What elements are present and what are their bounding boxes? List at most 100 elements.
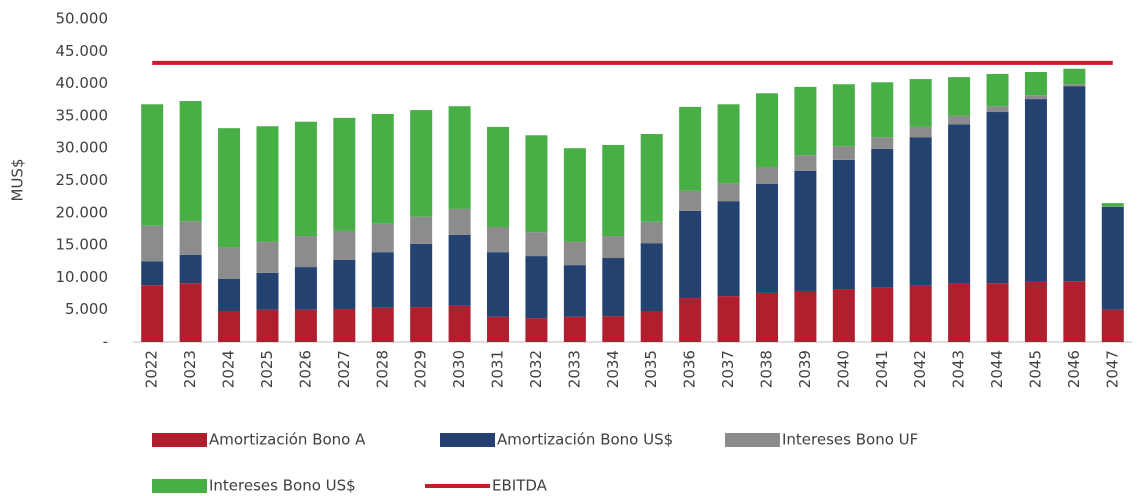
bar-segment [294, 121, 317, 237]
bar-segment [525, 232, 548, 257]
bar-segment [256, 272, 279, 310]
bar-segment [218, 310, 241, 342]
bar-segment [871, 137, 894, 149]
bar-segment [832, 146, 855, 160]
x-tick-label: 2037 [719, 350, 737, 388]
x-tick-label: 2028 [373, 350, 391, 388]
bar-segment [448, 234, 471, 306]
bar-segment [948, 124, 971, 284]
bar-segment [410, 243, 433, 308]
bar-segment [948, 283, 971, 342]
bar-segment [1063, 84, 1086, 87]
bar-segment [1101, 309, 1124, 342]
y-tick-label: 25.000 [56, 171, 109, 189]
bar-segment [410, 110, 433, 217]
x-tick-label: 2041 [873, 350, 891, 388]
bar-segment [371, 223, 394, 253]
bar-segment [755, 292, 778, 342]
x-tick-label: 2031 [489, 350, 507, 388]
bar-segment [333, 230, 356, 260]
y-tick-label: 15.000 [56, 236, 109, 254]
x-tick-label: 2027 [335, 350, 353, 388]
bar-segment [1024, 99, 1047, 282]
bar-segment [294, 309, 317, 342]
bar-segment [794, 155, 817, 171]
bar-segment [679, 210, 702, 299]
bar-segment [218, 278, 241, 311]
bar-segment [986, 283, 1009, 342]
x-tick-label: 2046 [1065, 350, 1083, 388]
bar-segment [256, 241, 279, 273]
bar-segment [986, 106, 1009, 113]
bar-segment [487, 252, 510, 317]
bar-segment [602, 144, 625, 237]
y-tick-label: 10.000 [56, 268, 109, 286]
x-tick-label: 2029 [412, 350, 430, 388]
bar-segment [294, 236, 317, 268]
bar-segment [218, 128, 241, 248]
y-tick-label: - [103, 333, 108, 351]
y-tick-label: 5.000 [65, 300, 108, 318]
y-tick-label: 40.000 [56, 74, 109, 92]
x-tick-label: 2024 [220, 350, 238, 388]
bar-segment [371, 252, 394, 308]
bar-segment [525, 135, 548, 233]
bar-segment [794, 170, 817, 291]
bar-segment [755, 93, 778, 167]
bar-segment [141, 225, 164, 262]
bar-segment [1101, 206, 1124, 207]
bar-segment [179, 283, 202, 342]
x-tick-label: 2045 [1026, 350, 1044, 388]
bar-segment [371, 307, 394, 342]
bar-segment [679, 190, 702, 211]
legend-label: Amortización Bono US$ [497, 431, 673, 449]
legend-swatch [152, 479, 207, 493]
bar-segment [755, 183, 778, 293]
bar-segment [602, 236, 625, 259]
x-tick-label: 2035 [642, 350, 660, 388]
bar-segment [448, 305, 471, 342]
legend-label: EBITDA [492, 477, 548, 495]
bar-segment [448, 106, 471, 209]
bar-segment [256, 309, 279, 342]
bar-segment [333, 309, 356, 342]
bar-segment [909, 137, 932, 286]
bar-segment [563, 148, 586, 242]
x-tick-label: 2033 [565, 350, 583, 388]
bar-segment [487, 126, 510, 228]
bar-segment [602, 258, 625, 317]
legend-swatch [725, 433, 780, 447]
bar-segment [948, 115, 971, 125]
legend-swatch [152, 433, 207, 447]
bar-segment [179, 254, 202, 284]
x-tick-label: 2039 [796, 350, 814, 388]
x-tick-label: 2023 [181, 350, 199, 388]
bar-segment [410, 307, 433, 342]
bar-segment [487, 227, 510, 253]
y-tick-label: 30.000 [56, 139, 109, 157]
bar-segment [755, 166, 778, 184]
bar-segment [141, 261, 164, 286]
legend-label: Amortización Bono A [209, 431, 366, 449]
bar-segment [679, 298, 702, 342]
bar-segment [602, 316, 625, 342]
x-tick-label: 2044 [988, 350, 1006, 388]
x-tick-label: 2040 [834, 350, 852, 388]
y-tick-label: 20.000 [56, 203, 109, 221]
x-tick-label: 2043 [950, 350, 968, 388]
x-tick-label: 2032 [527, 350, 545, 388]
bar-segment [832, 289, 855, 342]
x-tick-label: 2030 [450, 350, 468, 388]
legend-swatch [440, 433, 495, 447]
bar-segment [832, 84, 855, 147]
x-tick-label: 2038 [757, 350, 775, 388]
bar-segment [717, 296, 740, 342]
bar-segment [717, 183, 740, 202]
bar-segment [487, 316, 510, 342]
bar-segment [871, 82, 894, 138]
bar-segment [832, 159, 855, 290]
bar-segment [948, 77, 971, 116]
bar-segment [640, 243, 663, 311]
bar-segment [563, 265, 586, 317]
